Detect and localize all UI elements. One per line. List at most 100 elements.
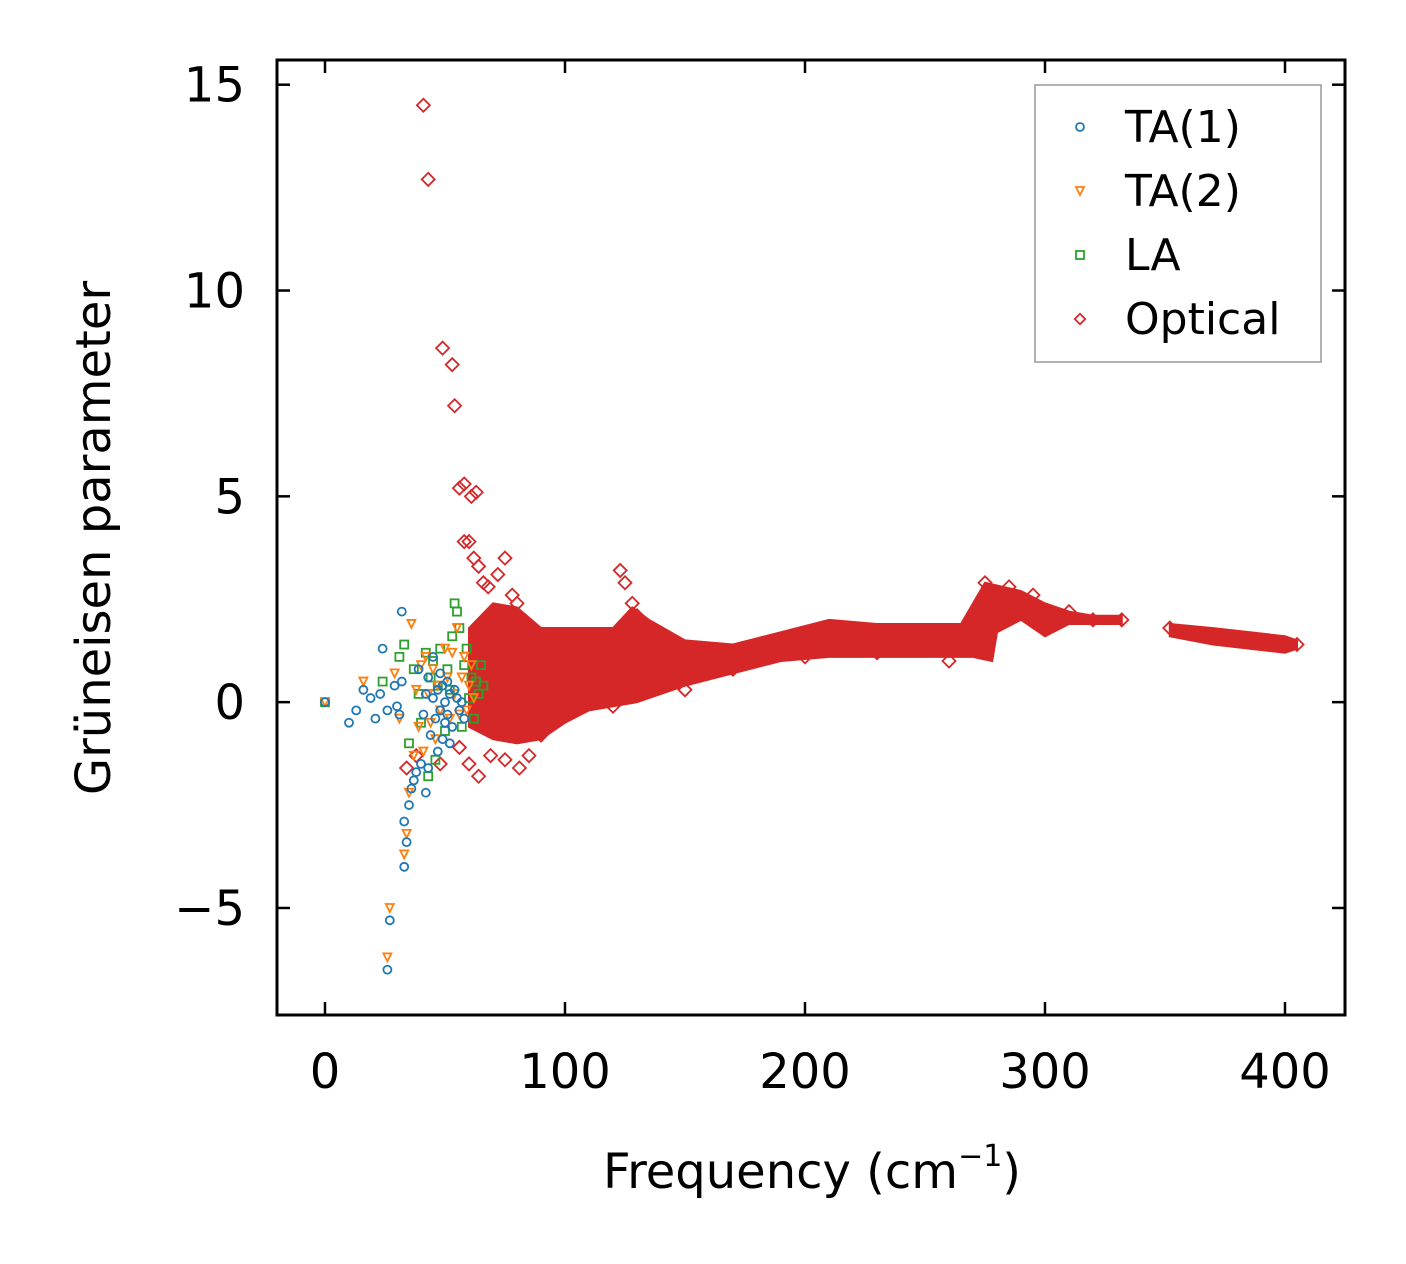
data-point xyxy=(417,746,429,758)
data-point xyxy=(612,562,628,579)
plot-frame xyxy=(275,58,1347,1017)
data-point xyxy=(423,771,434,782)
data-point xyxy=(442,709,453,720)
legend-label: TA(1) xyxy=(1124,102,1241,153)
data-point xyxy=(416,759,426,769)
data-point xyxy=(1114,612,1130,628)
data-point xyxy=(425,730,436,740)
data-point xyxy=(432,756,448,772)
data-point xyxy=(449,598,460,609)
data-point xyxy=(547,710,564,727)
data-point xyxy=(396,606,407,617)
series-ta1 xyxy=(320,606,470,975)
data-point xyxy=(384,915,395,926)
optical-band-high xyxy=(1168,622,1298,654)
data-point xyxy=(405,619,417,630)
data-point xyxy=(399,861,410,872)
data-point xyxy=(461,533,477,550)
data-point xyxy=(442,676,453,687)
data-point xyxy=(404,800,414,810)
data-point xyxy=(410,684,422,696)
data-point xyxy=(401,828,413,840)
data-point xyxy=(447,631,458,642)
data-point xyxy=(497,752,513,768)
data-point xyxy=(447,721,458,732)
data-point xyxy=(408,775,419,786)
data-point xyxy=(941,653,957,669)
data-point xyxy=(389,668,401,680)
series-ta2 xyxy=(319,619,480,964)
data-point xyxy=(1289,636,1305,653)
data-point xyxy=(351,705,362,716)
data-point xyxy=(440,697,450,708)
data-point xyxy=(420,787,431,798)
data-point xyxy=(401,837,412,848)
data-point xyxy=(381,952,393,964)
series-la xyxy=(320,598,489,782)
legend-label: Optical xyxy=(1125,294,1280,345)
data-point xyxy=(458,651,470,663)
data-point xyxy=(456,697,467,708)
x-axis-label-main: Frequency (cm xyxy=(603,1144,958,1200)
x-tick-label: 0 xyxy=(310,1044,341,1100)
data-point xyxy=(375,689,386,699)
data-point xyxy=(463,488,480,505)
data-point xyxy=(389,680,400,691)
data-point xyxy=(423,672,434,683)
x-axis-label: Frequency (cm−1) xyxy=(603,1139,1021,1200)
data-point xyxy=(470,768,487,785)
data-point xyxy=(480,579,496,595)
x-tick-label: 300 xyxy=(999,1044,1091,1100)
data-point xyxy=(476,660,486,671)
data-point xyxy=(398,760,415,776)
data-point xyxy=(437,734,448,745)
data-point xyxy=(413,664,424,675)
data-point xyxy=(511,760,528,776)
data-point xyxy=(358,684,369,695)
data-point xyxy=(344,717,354,728)
data-point xyxy=(465,660,477,672)
data-point xyxy=(428,651,438,662)
x-axis-label-close: ) xyxy=(1002,1144,1021,1200)
legend-marker xyxy=(1075,122,1085,132)
legend-label: TA(2) xyxy=(1124,166,1241,217)
data-point xyxy=(677,682,693,698)
data-point xyxy=(418,709,429,720)
data-point xyxy=(413,721,425,733)
y-tick-label: 10 xyxy=(184,264,245,320)
data-point xyxy=(399,816,410,827)
legend-label: LA xyxy=(1125,230,1181,281)
data-point xyxy=(451,623,463,635)
data-point xyxy=(435,705,446,716)
data-point xyxy=(439,643,451,655)
data-point xyxy=(497,550,513,566)
data-point xyxy=(420,689,431,699)
data-point xyxy=(490,566,506,583)
axis-ticks: 0 100 200 300 400 −5 0 5 10 15 xyxy=(174,58,1345,1100)
data-point xyxy=(605,698,621,715)
y-axis-label: Grüneisen parameter xyxy=(66,281,122,796)
data-point xyxy=(451,480,468,496)
data-point xyxy=(478,680,489,691)
data-point xyxy=(452,606,462,617)
data-point xyxy=(320,697,330,708)
data-point xyxy=(617,575,633,591)
data-point xyxy=(408,750,420,762)
data-point xyxy=(398,849,410,861)
data-point xyxy=(470,558,487,575)
data-point xyxy=(392,701,402,712)
data-point xyxy=(394,709,405,720)
optical-band-main xyxy=(468,581,1123,745)
data-point xyxy=(456,476,472,492)
data-point xyxy=(444,356,460,373)
x-tick-label: 200 xyxy=(759,1044,851,1100)
legend-marker xyxy=(1074,186,1086,198)
data-point xyxy=(428,693,438,703)
data-point xyxy=(468,713,479,724)
data-point xyxy=(456,721,467,732)
data-point xyxy=(468,693,480,705)
data-point xyxy=(382,705,393,716)
data-point xyxy=(1253,632,1269,649)
data-point xyxy=(1205,628,1221,645)
